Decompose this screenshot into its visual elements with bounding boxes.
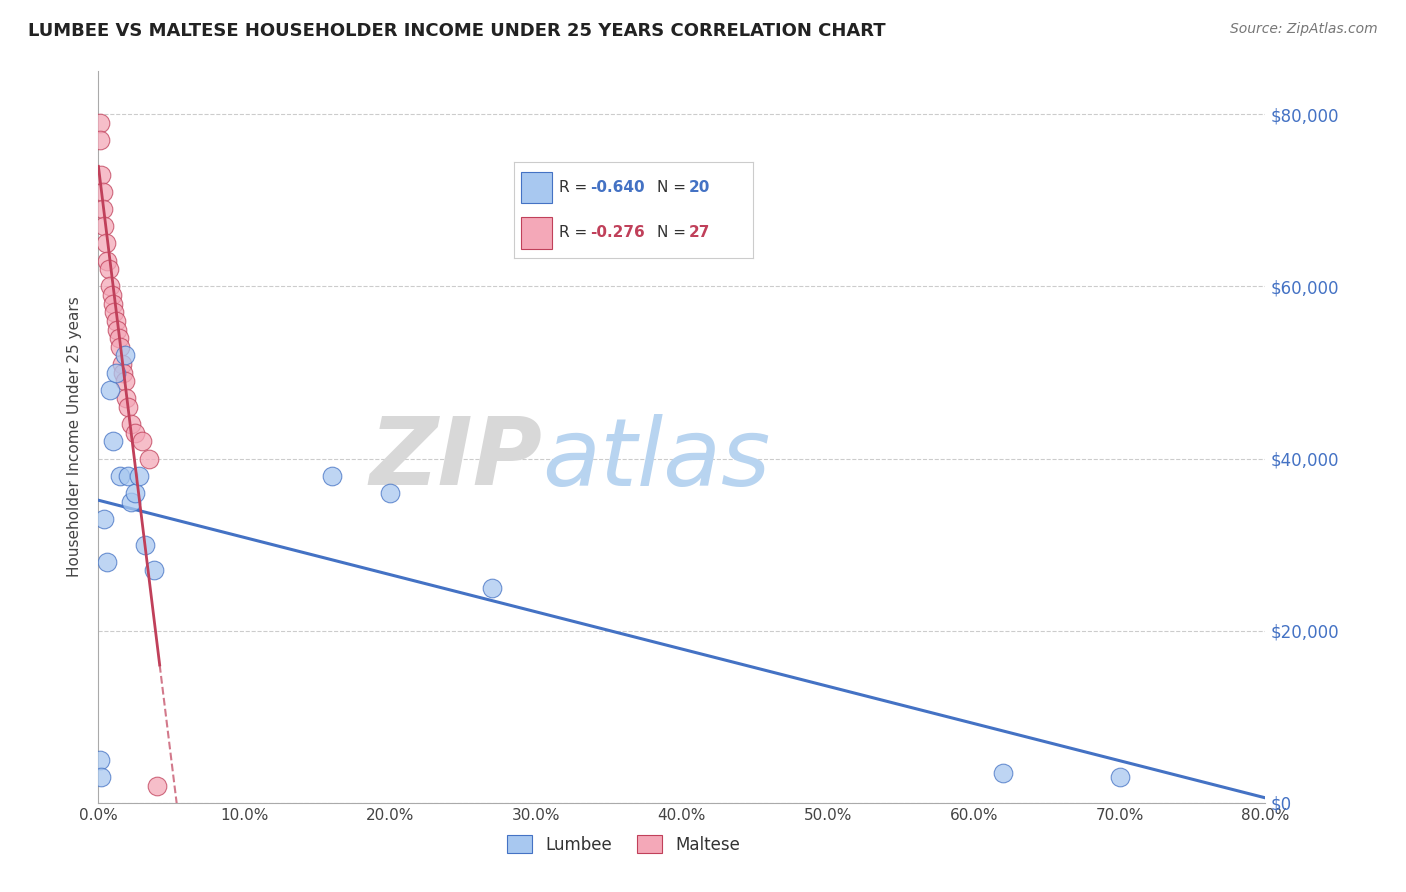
Point [105, 322, 128, 336]
Point [321, 468, 343, 483]
Text: atlas: atlas [541, 414, 770, 505]
Point [96, 253, 118, 268]
Point [111, 357, 134, 371]
Point [142, 564, 165, 578]
Text: -0.276: -0.276 [591, 225, 645, 240]
Point [991, 765, 1014, 780]
Point [89, 116, 111, 130]
Point [89, 753, 111, 767]
Point [98, 279, 121, 293]
Text: LUMBEE VS MALTESE HOUSEHOLDER INCOME UNDER 25 YEARS CORRELATION CHART: LUMBEE VS MALTESE HOUSEHOLDER INCOME UND… [28, 22, 886, 40]
Point [134, 538, 156, 552]
Point [91, 202, 114, 216]
Text: N =: N = [658, 180, 692, 195]
Point [91, 185, 114, 199]
Point [89, 133, 111, 147]
Text: R =: R = [560, 180, 592, 195]
Point [90, 770, 112, 784]
Point [124, 425, 146, 440]
Point [146, 779, 169, 793]
FancyBboxPatch shape [520, 217, 553, 249]
Point [115, 392, 138, 406]
Point [380, 486, 402, 500]
Point [101, 296, 124, 310]
Text: N =: N = [658, 225, 692, 240]
Text: 27: 27 [689, 225, 710, 240]
Text: ZIP: ZIP [368, 413, 541, 505]
Point [120, 494, 142, 508]
Point [101, 434, 124, 449]
Point [120, 417, 142, 432]
Y-axis label: Householder Income Under 25 years: Householder Income Under 25 years [67, 297, 83, 577]
Text: -0.640: -0.640 [591, 180, 645, 195]
FancyBboxPatch shape [520, 171, 553, 203]
Point [93, 219, 115, 234]
Point [98, 383, 121, 397]
Point [100, 288, 122, 302]
Point [114, 374, 136, 388]
Point [128, 468, 150, 483]
Point [103, 305, 125, 319]
Point [104, 366, 127, 380]
Point [90, 168, 112, 182]
Text: R =: R = [560, 225, 592, 240]
Point [96, 555, 118, 569]
Point [108, 331, 131, 345]
Legend: Lumbee, Maltese: Lumbee, Maltese [501, 829, 747, 860]
Point [93, 512, 115, 526]
Point [114, 348, 136, 362]
Point [112, 366, 135, 380]
Text: Source: ZipAtlas.com: Source: ZipAtlas.com [1230, 22, 1378, 37]
Point [117, 400, 139, 414]
Point [131, 434, 153, 449]
Point [104, 314, 127, 328]
Point [481, 581, 503, 595]
Point [124, 486, 146, 500]
Text: 20: 20 [689, 180, 710, 195]
Point [138, 451, 160, 466]
Point [94, 236, 117, 251]
Point [117, 468, 139, 483]
Point [110, 340, 132, 354]
Point [97, 262, 120, 277]
Point [110, 468, 132, 483]
Point [1108, 770, 1130, 784]
